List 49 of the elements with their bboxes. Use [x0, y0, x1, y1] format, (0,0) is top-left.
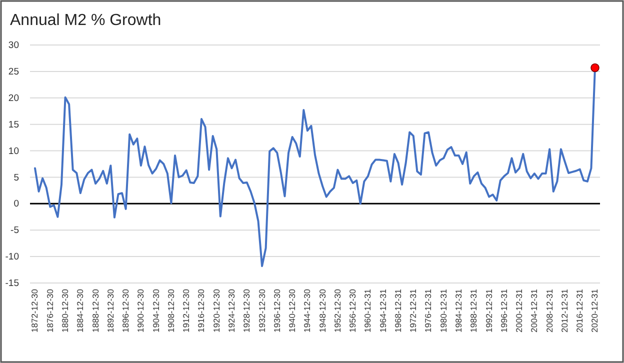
x-tick-label: 2016-12-31 — [574, 288, 585, 332]
x-tick-label: 1996-12-31 — [498, 288, 509, 332]
x-tick-label: 1892-12-30 — [105, 288, 116, 332]
x-tick-label: 1908-12-30 — [166, 288, 176, 332]
y-tick-label: 15 — [8, 119, 19, 130]
x-tick-label: 1872-12-30 — [30, 288, 40, 332]
y-tick-label: -5 — [10, 225, 19, 236]
x-tick-label: 1884-12-30 — [75, 288, 86, 332]
chart-title: Annual M2 % Growth — [10, 12, 162, 29]
x-tick-label: 1980-12-31 — [438, 288, 448, 332]
y-tick-label: 0 — [14, 198, 19, 210]
x-tick-label: 2020-12-31 — [590, 288, 600, 332]
x-tick-label: 1956-12-30 — [348, 288, 358, 332]
x-tick-label: 1888-12-30 — [90, 288, 100, 332]
x-tick-label: 1876-12-30 — [44, 288, 55, 332]
x-tick-label: 1944-12-30 — [302, 288, 312, 332]
y-tick-label: 25 — [8, 66, 19, 78]
x-tick-label: 1964-12-31 — [378, 288, 388, 332]
x-tick-label: 1976-12-31 — [423, 288, 434, 332]
x-tick-label: 1936-12-30 — [272, 288, 282, 332]
x-tick-label: 1924-12-30 — [226, 288, 236, 332]
y-tick-label: 5 — [14, 172, 19, 184]
x-tick-label: 1928-12-30 — [242, 288, 252, 332]
y-tick-label: 30 — [8, 40, 19, 52]
x-tick-label: 1896-12-30 — [120, 288, 131, 332]
x-tick-label: 1952-12-30 — [332, 288, 342, 332]
x-tick-label: 1960-12-31 — [362, 288, 373, 332]
x-tick-label: 2000-12-31 — [514, 288, 524, 332]
x-tick-label: 1992-12-31 — [484, 288, 494, 332]
x-tick-label: 1968-12-31 — [392, 288, 403, 332]
x-tick-label: 2012-12-31 — [559, 288, 570, 332]
y-tick-label: -15 — [5, 278, 19, 290]
x-tick-label: 1988-12-31 — [468, 288, 479, 332]
y-tick-label: -10 — [5, 252, 19, 263]
x-tick-label: 1972-12-31 — [408, 288, 418, 332]
x-tick-label: 2008-12-31 — [544, 288, 554, 332]
x-tick-label: 1932-12-30 — [256, 288, 267, 332]
x-tick-label: 1916-12-30 — [196, 288, 206, 332]
x-tick-label: 1984-12-31 — [454, 288, 464, 332]
x-tick-label: 2004-12-31 — [529, 288, 540, 332]
x-tick-label: 1880-12-30 — [60, 288, 70, 332]
x-tick-label: 1920-12-30 — [211, 288, 222, 332]
y-tick-label: 10 — [8, 146, 19, 157]
x-tick-label: 1900-12-30 — [136, 288, 146, 332]
y-tick-label: 20 — [8, 92, 19, 104]
x-tick-label: 1948-12-30 — [317, 288, 328, 332]
x-tick-label: 1940-12-30 — [287, 288, 298, 332]
x-tick-label: 1904-12-30 — [150, 288, 161, 332]
x-tick-label: 1912-12-30 — [181, 288, 192, 332]
